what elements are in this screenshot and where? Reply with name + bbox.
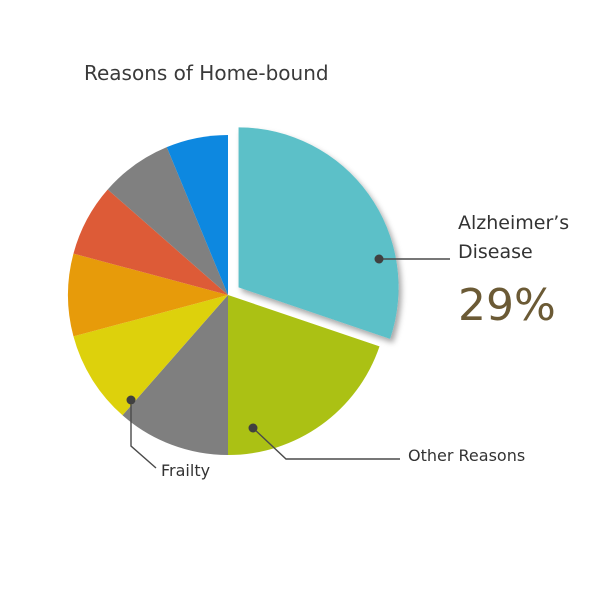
pie-slice-8 xyxy=(166,135,228,295)
chart-title: Reasons of Home-bound xyxy=(84,61,329,85)
alzheimers-label-line2: Disease xyxy=(458,241,533,263)
other-reasons-leader-dot xyxy=(248,423,258,433)
pie-slice-1 xyxy=(238,127,399,339)
frailty-label: Frailty xyxy=(161,461,210,480)
pie-slices xyxy=(68,127,399,455)
pie-slice-2 xyxy=(228,295,380,455)
other-reasons-leader-line xyxy=(252,427,400,460)
frailty-leader-line xyxy=(130,400,157,469)
alzheimers-label-line1: Alzheimer’s xyxy=(458,212,569,234)
pie-slice-3 xyxy=(122,295,228,455)
other-reasons-label: Other Reasons xyxy=(408,446,525,465)
alzheimers-leader-dot xyxy=(374,254,384,264)
pie-slice-7 xyxy=(107,147,228,295)
pie-slice-5 xyxy=(68,253,228,337)
frailty-leader-dot xyxy=(126,395,136,405)
pie-slice-4 xyxy=(73,295,228,416)
pie-slice-6 xyxy=(73,189,228,295)
alzheimers-percent: 29% xyxy=(458,280,556,331)
